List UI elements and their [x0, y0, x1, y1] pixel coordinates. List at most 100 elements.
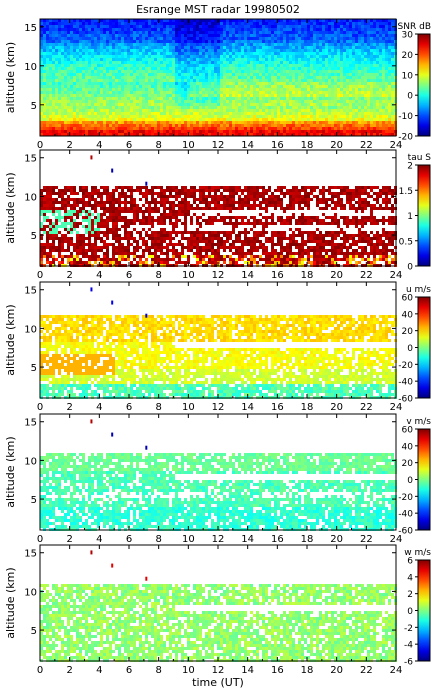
colorbar-tick-label: 0: [407, 607, 413, 617]
x-tick-label: 12: [212, 534, 225, 545]
x-tick-label: 18: [301, 270, 314, 281]
colorbar: v m/s60 40 20 0 -20 -40 -60: [398, 417, 431, 537]
colorbar-tick-label: 1: [407, 212, 413, 222]
y-tick-label: 10: [24, 192, 37, 203]
x-tick-label: 4: [96, 140, 102, 151]
y-tick-label: 15: [24, 286, 37, 297]
x-tick-label: 16: [271, 665, 284, 676]
colorbar: w m/s6 4 2 0 -2 -4 -6: [404, 548, 431, 668]
x-tick-label: 10: [182, 140, 195, 151]
x-tick-label: 2: [66, 402, 72, 413]
data-spike: [111, 168, 114, 173]
x-tick-label: 8: [155, 270, 161, 281]
colorbar-tick-label: 0: [407, 476, 413, 486]
x-tick-label: 14: [241, 402, 254, 413]
heatmap-field: [40, 287, 397, 399]
data-spike: [145, 313, 148, 318]
y-tick-label: 15: [24, 154, 37, 165]
x-tick-label: 16: [271, 534, 284, 545]
x-tick-label: 8: [155, 402, 161, 413]
x-tick-label: 20: [330, 270, 343, 281]
x-tick-label: 8: [155, 534, 161, 545]
colorbar-tick-label: 40: [402, 442, 414, 452]
y-tick-label: 10: [24, 324, 37, 335]
x-tick-label: 16: [271, 402, 284, 413]
colorbar-tick-label: 2: [407, 162, 413, 172]
colorbar-tick-label: 1.5: [399, 187, 413, 197]
x-tick-label: 10: [182, 534, 195, 545]
y-tick-label: 5: [31, 363, 37, 374]
y-axis-label: altitude (km): [4, 304, 17, 375]
data-spike: [90, 287, 93, 292]
x-tick-label: 6: [126, 140, 132, 151]
data-spike: [90, 419, 93, 424]
x-tick-label: 10: [182, 402, 195, 413]
y-axis-label: altitude (km): [4, 42, 17, 113]
colorbar-gradient: [417, 559, 431, 662]
y-tick-label: 15: [24, 549, 37, 560]
x-tick-label: 20: [330, 402, 343, 413]
x-tick-label: 12: [212, 402, 225, 413]
x-tick-label: 6: [126, 402, 132, 413]
y-tick-label: 5: [31, 231, 37, 242]
x-tick-label: 22: [360, 270, 373, 281]
colorbar-tick-label: 60: [402, 294, 414, 304]
x-tick-label: 2: [66, 140, 72, 151]
colorbar-gradient: [417, 164, 431, 267]
x-tick-label: 24: [390, 665, 403, 676]
x-tick-label: 8: [155, 140, 161, 151]
y-axis-label: altitude (km): [4, 436, 17, 507]
colorbar-gradient: [417, 428, 431, 531]
data-spike: [111, 300, 114, 305]
x-tick-label: 2: [66, 665, 72, 676]
y-tick-label: 5: [31, 495, 37, 506]
colorbar-tick-label: 0.5: [399, 237, 413, 247]
colorbar-tick-label: -20: [398, 361, 413, 371]
x-tick-label: 2: [66, 270, 72, 281]
x-tick-label: 6: [126, 270, 132, 281]
colorbar-label: SNR dB: [398, 22, 431, 32]
x-tick-label: 0: [37, 402, 43, 413]
x-tick-label: 4: [96, 534, 102, 545]
colorbar-label: v m/s: [406, 417, 431, 427]
y-tick-label: 15: [24, 23, 37, 34]
x-tick-label: 0: [37, 534, 43, 545]
colorbar-gradient: [417, 296, 431, 399]
x-tick-label: 10: [182, 270, 195, 281]
x-tick-label: 18: [301, 140, 314, 151]
x-tick-label: 14: [241, 665, 254, 676]
data-spike: [145, 576, 148, 581]
y-tick-label: 10: [24, 587, 37, 598]
colorbar-tick-label: -20: [398, 133, 413, 143]
chart-title: Esrange MST radar 19980502: [136, 3, 300, 16]
x-tick-label: 0: [37, 270, 43, 281]
colorbar-tick-label: -40: [398, 378, 413, 388]
data-spike: [145, 181, 148, 186]
x-tick-label: 4: [96, 665, 102, 676]
data-spike: [90, 550, 93, 555]
x-tick-label: 6: [126, 665, 132, 676]
colorbar-gradient: [417, 33, 431, 137]
colorbar-tick-label: 10: [402, 71, 414, 81]
data-spike: [90, 155, 93, 160]
x-tick-label: 12: [212, 270, 225, 281]
colorbar-tick-label: -4: [404, 641, 413, 651]
colorbar-tick-label: 6: [407, 557, 413, 567]
heatmap-field: [40, 550, 397, 662]
y-tick-label: 5: [31, 101, 37, 112]
x-tick-label: 0: [37, 140, 43, 151]
x-tick-label: 20: [330, 534, 343, 545]
x-tick-label: 22: [360, 665, 373, 676]
x-tick-label: 24: [390, 402, 403, 413]
heatmap-field: [40, 155, 397, 267]
x-tick-label: 18: [301, 665, 314, 676]
x-tick-label: 16: [271, 270, 284, 281]
x-tick-label: 22: [360, 402, 373, 413]
x-tick-label: 18: [301, 534, 314, 545]
